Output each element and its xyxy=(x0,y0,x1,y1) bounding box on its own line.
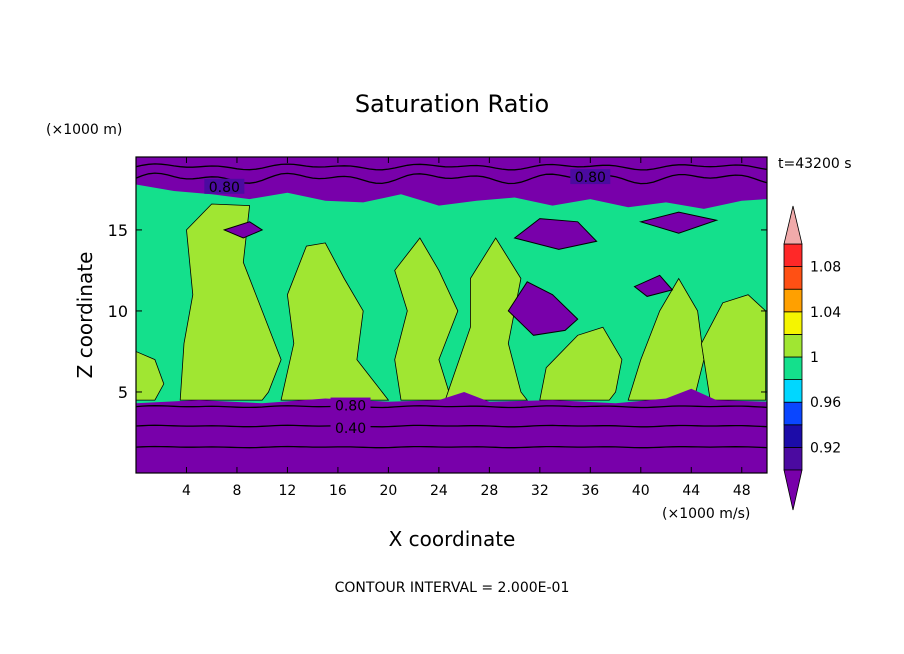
colorbar-bin-3 xyxy=(783,401,803,426)
moist-plume-8 xyxy=(136,351,165,401)
moist-patches xyxy=(136,203,767,401)
dry-layers xyxy=(136,157,767,473)
lower-dry-layer xyxy=(136,388,767,473)
contour-label-bg-2 xyxy=(570,169,611,185)
colorbar-bin-2 xyxy=(783,424,803,448)
dry-pocket-2 xyxy=(513,218,598,250)
y-tick-label-5: 5 xyxy=(118,383,128,402)
dry-pocket-3 xyxy=(638,211,719,234)
x-tick-label-16: 16 xyxy=(329,483,347,499)
plot-frame xyxy=(135,156,768,474)
x-axis: 4 8 12 16 20 24 28 32 36 40 44 48 xyxy=(182,157,751,499)
x-unit-label: (×1000 m/s) xyxy=(662,506,750,522)
colorbar-tick-label-1: 1.08 xyxy=(810,260,841,276)
moist-plume-3 xyxy=(394,237,459,401)
x-tick-label-32: 32 xyxy=(531,483,549,499)
x-tick-label-36: 36 xyxy=(581,483,599,499)
dry-pocket-1 xyxy=(507,281,579,336)
colorbar-tick-label-4: 0.96 xyxy=(810,395,841,411)
colorbar-tick-label-3: 1 xyxy=(810,350,819,366)
contour-label-bg-3 xyxy=(330,397,371,413)
contour-label-3: 0.80 xyxy=(335,399,366,415)
y-tick-label-10: 10 xyxy=(108,302,128,321)
x-tick-label-40: 40 xyxy=(632,483,650,499)
colorbar: 1.08 1.04 1 0.96 0.92 xyxy=(783,205,841,511)
colorbar-under-arrow xyxy=(783,469,803,511)
x-tick-label-20: 20 xyxy=(379,483,397,499)
contour-label-bg-1 xyxy=(204,178,245,194)
dry-pocket-5 xyxy=(633,274,674,297)
contour-line-0.40-lower xyxy=(136,424,767,428)
x-tick-label-24: 24 xyxy=(430,483,448,499)
moist-plume-7 xyxy=(700,294,767,401)
colorbar-tick-label-2: 1.04 xyxy=(810,305,841,321)
colorbar-bin-9 xyxy=(783,266,803,290)
plot-area xyxy=(136,157,767,473)
y-unit-label: (×1000 m) xyxy=(46,122,122,138)
chart-title: Saturation Ratio xyxy=(355,90,549,118)
colorbar-bin-4 xyxy=(783,379,803,403)
moist-plume-5 xyxy=(539,326,623,401)
x-axis-label: X coordinate xyxy=(389,527,516,551)
contour-line-0.20-lower xyxy=(136,445,767,449)
x-tick-label-28: 28 xyxy=(480,483,498,499)
x-tick-label-48: 48 xyxy=(733,483,751,499)
contour-label-bg-4 xyxy=(330,420,371,436)
y-axis-label: Z coordinate xyxy=(73,252,97,379)
colorbar-over-arrow xyxy=(783,205,803,245)
colorbar-bin-1 xyxy=(783,446,803,471)
colorbar-bin-8 xyxy=(783,288,803,313)
x-tick-label-12: 12 xyxy=(279,483,297,499)
colorbar-bin-10 xyxy=(783,243,803,268)
contour-line-0.80-lower xyxy=(136,405,767,409)
moist-plume-2 xyxy=(280,242,390,401)
dry-pocket-4 xyxy=(222,221,264,239)
contour-interval-label: CONTOUR INTERVAL = 2.000E-01 xyxy=(335,580,570,596)
colorbar-bin-5 xyxy=(783,356,803,381)
moist-plume-4 xyxy=(444,237,529,401)
contour-label-4: 0.40 xyxy=(335,421,366,437)
contour-labels: 0.80 0.80 0.80 0.40 xyxy=(204,169,611,437)
contour-label-2: 0.80 xyxy=(575,170,606,186)
x-tick-label-8: 8 xyxy=(232,483,241,499)
colorbar-bin-7 xyxy=(783,311,803,335)
contour-line-0.40-upper xyxy=(136,163,767,171)
y-axis: 5 10 15 xyxy=(108,221,767,402)
x-tick-label-44: 44 xyxy=(682,483,700,499)
colorbar-bin-6 xyxy=(783,333,803,358)
time-label: t=43200 s xyxy=(778,156,852,172)
colorbar-tick-label-5: 0.92 xyxy=(810,440,841,456)
y-tick-label-15: 15 xyxy=(108,221,128,240)
x-tick-label-4: 4 xyxy=(182,483,191,499)
contour-label-1: 0.80 xyxy=(209,180,240,196)
